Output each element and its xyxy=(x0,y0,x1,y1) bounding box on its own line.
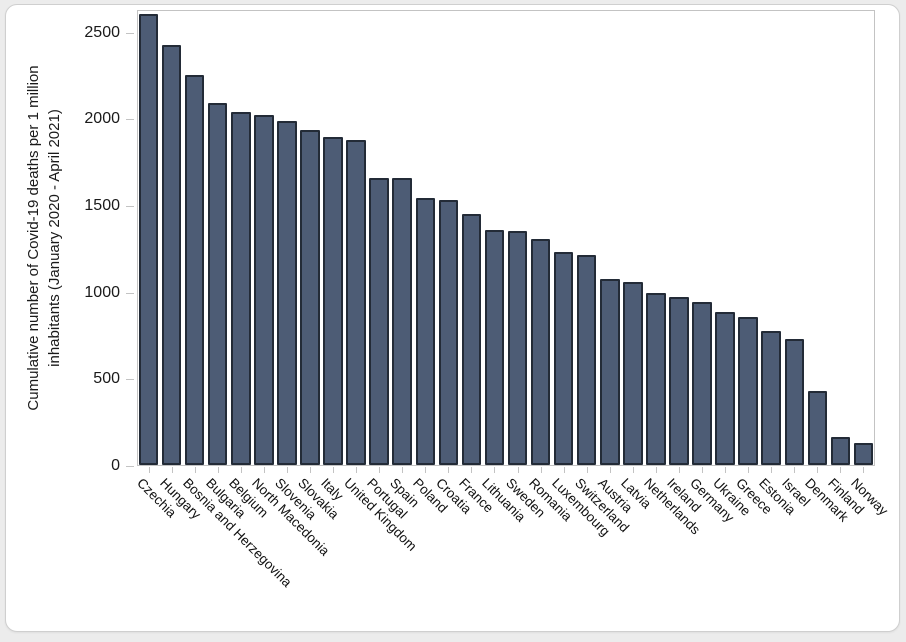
x-tick-mark xyxy=(632,467,634,473)
x-tick-mark xyxy=(356,467,358,473)
y-axis-title-line1: Cumulative number of Covid-19 deaths per… xyxy=(25,65,42,411)
bar-denmark xyxy=(807,391,828,465)
bar-ireland xyxy=(669,296,689,465)
x-tick-mark xyxy=(517,467,519,473)
x-tick-mark xyxy=(309,467,311,473)
x-tick-mark xyxy=(402,467,404,473)
bar-czechia xyxy=(138,14,159,465)
x-tick-mark xyxy=(425,467,427,473)
x-tick-mark xyxy=(725,467,727,473)
bar-germany xyxy=(692,302,712,465)
x-tick-mark xyxy=(563,467,565,473)
bar-italy xyxy=(323,137,343,465)
x-tick-mark xyxy=(655,467,657,473)
bar-netherlands xyxy=(646,293,666,465)
y-tick-mark xyxy=(126,32,134,34)
x-tick-mark xyxy=(771,467,773,473)
bar-slovakia xyxy=(300,129,320,465)
bar-bulgaria xyxy=(207,102,228,465)
y-tick-label-1000: 1000 xyxy=(84,283,120,301)
y-tick-label-2500: 2500 xyxy=(84,23,120,41)
bar-croatia xyxy=(438,199,459,465)
y-tick-mark xyxy=(126,205,134,207)
bar-norway xyxy=(853,443,874,465)
bar-romania xyxy=(530,238,551,465)
x-tick-mark xyxy=(678,467,680,473)
bar-finland xyxy=(830,437,851,465)
bar-austria xyxy=(600,278,620,465)
y-tick-label-500: 500 xyxy=(93,370,120,388)
bar-estonia xyxy=(761,330,781,465)
bar-france xyxy=(461,213,482,465)
x-tick-mark xyxy=(494,467,496,473)
bar-israel xyxy=(784,339,805,465)
bar-poland xyxy=(415,198,436,465)
x-tick-mark xyxy=(794,467,796,473)
x-tick-mark xyxy=(586,467,588,473)
bar-sweden xyxy=(507,230,528,465)
x-tick-mark xyxy=(171,467,173,473)
x-tick-mark xyxy=(817,467,819,473)
y-tick-mark xyxy=(126,119,134,121)
x-tick-mark xyxy=(702,467,704,473)
y-tick-mark xyxy=(126,292,134,294)
plot-area xyxy=(137,10,875,466)
x-tick-mark xyxy=(609,467,611,473)
y-tick-mark xyxy=(126,466,134,467)
x-tick-mark xyxy=(148,467,150,473)
bar-switzerland xyxy=(576,255,597,465)
bar-luxembourg xyxy=(553,251,574,465)
bar-belgium xyxy=(231,112,251,465)
bar-portugal xyxy=(369,178,389,465)
bar-north-macedonia xyxy=(254,114,274,465)
y-tick-label-2000: 2000 xyxy=(84,110,120,128)
bar-ukraine xyxy=(715,312,735,465)
x-tick-mark xyxy=(448,467,450,473)
chart-card: Cumulative number of Covid-19 deaths per… xyxy=(5,4,900,632)
x-tick-mark xyxy=(379,467,381,473)
bar-united-kingdom xyxy=(346,139,366,465)
x-tick-mark xyxy=(333,467,335,473)
x-tick-mark xyxy=(194,467,196,473)
x-tick-mark xyxy=(748,467,750,473)
bar-spain xyxy=(392,178,412,465)
bar-hungary xyxy=(161,44,182,465)
bar-slovenia xyxy=(277,120,297,465)
bar-greece xyxy=(738,316,758,465)
x-tick-mark xyxy=(840,467,842,473)
x-tick-mark xyxy=(263,467,265,473)
bar-bosnia-and-herzegovina xyxy=(184,74,205,465)
bar-latvia xyxy=(623,282,643,465)
y-tick-mark xyxy=(126,379,134,381)
x-tick-mark xyxy=(540,467,542,473)
x-tick-mark xyxy=(863,467,865,473)
x-tick-mark xyxy=(217,467,219,473)
x-tick-mark xyxy=(286,467,288,473)
x-tick-mark xyxy=(240,467,242,473)
bar-lithuania xyxy=(484,230,505,465)
x-tick-mark xyxy=(471,467,473,473)
y-tick-label-1500: 1500 xyxy=(84,196,120,214)
y-tick-label-0: 0 xyxy=(111,457,120,474)
